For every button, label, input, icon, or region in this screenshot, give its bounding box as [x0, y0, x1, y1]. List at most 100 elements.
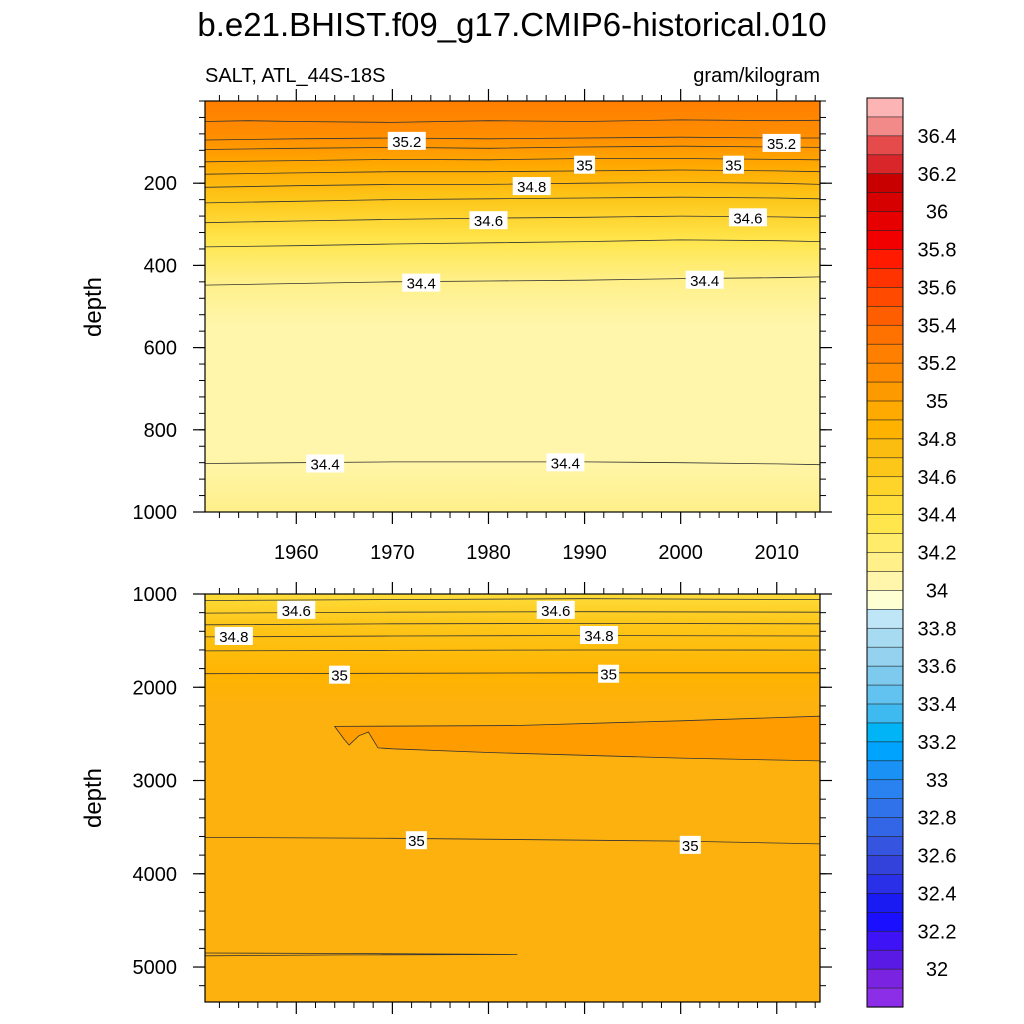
contour-label-box	[536, 600, 575, 619]
colorbar-box	[866, 665, 904, 686]
contour-label: 35	[331, 668, 348, 685]
contour-label-box	[723, 155, 745, 174]
contour-label-box	[679, 835, 701, 854]
contour-label: 35.2	[767, 136, 796, 153]
contour-label: 34.6	[474, 213, 503, 230]
upper-panel: SALT, ATL_44S-18S gram/kilogram depth 35…	[80, 65, 832, 564]
colorbar-box	[866, 741, 904, 762]
colorbar-box	[866, 646, 904, 667]
colorbar-box	[866, 609, 904, 629]
colorbar-box	[866, 722, 904, 743]
colorbar-label: 32.6	[918, 846, 957, 868]
contour-label-box	[685, 270, 724, 289]
upper-y-axis-label: depth	[80, 277, 107, 337]
colorbar-box	[866, 457, 904, 478]
colorbar-box	[866, 97, 904, 118]
colorbar-box	[866, 855, 904, 876]
colorbar-box	[866, 476, 904, 497]
colorbar-box	[866, 627, 904, 648]
y-tick-label: 400	[144, 255, 177, 277]
colorbar-label: 33.2	[918, 732, 957, 754]
colorbar-box	[866, 324, 904, 345]
contour-line	[205, 169, 820, 175]
y-tick-label: 200	[144, 173, 177, 195]
contour-label-box	[512, 177, 551, 196]
contour-line	[205, 598, 820, 601]
y-tick-label: 1000	[133, 584, 178, 606]
colorbar-label: 33.4	[918, 694, 957, 716]
colorbar-box	[866, 173, 904, 194]
contour-label-box	[402, 273, 441, 292]
y-tick-label: 5000	[133, 957, 178, 979]
contour-label-box	[579, 626, 618, 645]
contour-label: 35	[408, 833, 425, 850]
upper-field	[205, 101, 820, 512]
colorbar-box	[866, 268, 904, 288]
contour-label-box	[214, 626, 253, 645]
contour-line	[205, 196, 820, 204]
colorbar-box	[866, 703, 904, 724]
colorbar-box	[866, 287, 904, 307]
contour-label: 34.4	[551, 455, 580, 472]
colorbar-label: 34	[926, 580, 948, 602]
contour-label-box	[329, 665, 351, 684]
colorbar-box	[866, 571, 904, 591]
x-tick-label: 1990	[562, 542, 607, 564]
contour-label: 34.8	[584, 628, 613, 645]
contour-label: 34.4	[311, 457, 340, 474]
colorbar-box	[866, 211, 904, 232]
colorbar-label: 34.8	[918, 429, 957, 451]
contour-label-box	[598, 664, 620, 683]
colorbar-box	[866, 968, 904, 989]
x-tick-label: 2000	[658, 542, 703, 564]
colorbar-box	[866, 230, 904, 251]
colorbar-box	[866, 798, 904, 819]
colorbar-label: 32	[926, 959, 948, 981]
contour-line	[205, 276, 820, 286]
x-tick-label: 1980	[466, 542, 511, 564]
contour-label: 35	[576, 158, 593, 175]
colorbar-box	[866, 590, 904, 610]
colorbar: 36.4 36.2 36 35.8 35.6 35.4 35.2 35 34.8 34.6 34.4…	[866, 97, 957, 1008]
upper-plot-frame	[204, 100, 821, 513]
colorbar-box	[866, 343, 904, 364]
colorbar-label: 32.2	[918, 921, 957, 943]
contour-line	[205, 119, 820, 123]
colorbar-box	[866, 949, 904, 970]
y-tick-label: 600	[144, 338, 177, 360]
colorbar-box	[866, 135, 904, 156]
colorbar-label: 34.4	[918, 505, 957, 527]
lower-panel: depth 34.6 34.6 34.8 34.8 35 35 35 35 1000 2000 3…	[80, 582, 832, 1014]
x-tick-label: 1960	[274, 542, 319, 564]
y-tick-label: 2000	[133, 677, 178, 699]
colorbar-box	[866, 987, 904, 1008]
contour-label-box	[306, 454, 345, 473]
y-tick-label: 3000	[133, 771, 178, 793]
colorbar-label: 32.8	[918, 808, 957, 830]
contour-label-box	[574, 155, 596, 174]
right-string: gram/kilogram	[693, 65, 820, 87]
contour-label: 34.6	[282, 603, 311, 620]
contour-label-box	[469, 211, 508, 230]
contour-line	[205, 952, 518, 957]
contour-label: 34.6	[541, 603, 570, 620]
colorbar-box	[866, 400, 904, 421]
colorbar-box	[866, 874, 904, 894]
lower-plot-frame	[204, 593, 821, 1003]
colorbar-box	[866, 930, 904, 951]
colorbar-box	[866, 362, 904, 383]
colorbar-box	[866, 419, 904, 440]
contour-label: 34.4	[407, 276, 436, 293]
colorbar-box	[866, 779, 904, 800]
colorbar-label: 32.4	[918, 883, 957, 905]
contour-line	[205, 837, 820, 845]
lower-y-axis-label: depth	[80, 768, 107, 828]
colorbar-box	[866, 249, 904, 270]
contour-line	[205, 622, 820, 626]
contour-label: 35	[600, 667, 617, 684]
colorbar-box	[866, 684, 904, 705]
contour-label-box	[387, 131, 426, 150]
colorbar-label: 33.6	[918, 656, 957, 678]
contour-label: 34.8	[219, 629, 248, 646]
